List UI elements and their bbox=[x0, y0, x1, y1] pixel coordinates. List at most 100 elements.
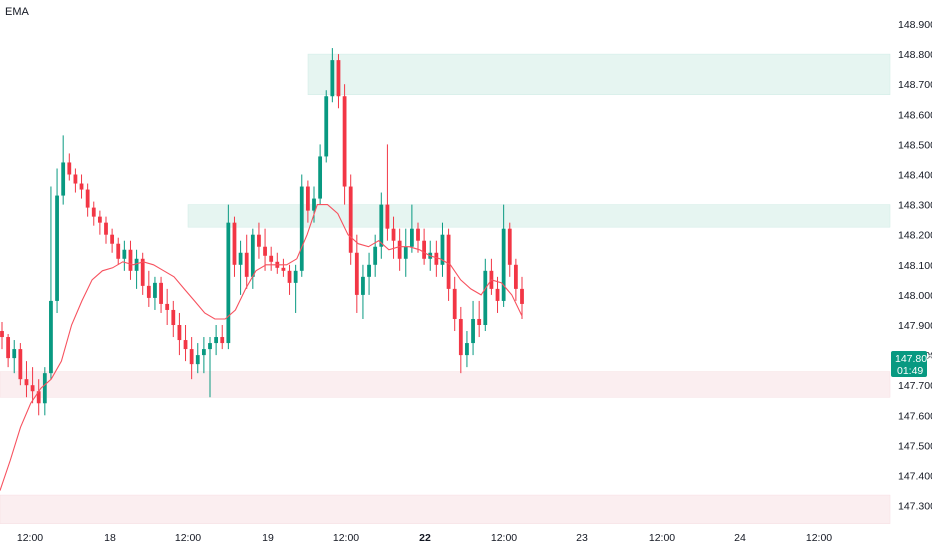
candle-body bbox=[79, 183, 84, 190]
time-tick-label: 12:00 bbox=[649, 532, 675, 544]
candle-body bbox=[501, 228, 506, 301]
time-tick-label: 12:00 bbox=[491, 532, 517, 544]
price-tick-label: 148.000 bbox=[898, 290, 932, 302]
demand-zone bbox=[307, 53, 891, 95]
price-tick-label: 147.900 bbox=[898, 320, 932, 332]
candle-body bbox=[257, 234, 261, 247]
price-tick-label: 148.800 bbox=[898, 49, 932, 61]
candle-body bbox=[385, 204, 390, 229]
candle-body bbox=[299, 186, 304, 271]
candle-body bbox=[85, 189, 90, 208]
candle-body bbox=[342, 96, 347, 187]
candle-body bbox=[165, 303, 170, 310]
wicks-layer bbox=[1, 48, 523, 416]
candle-body bbox=[379, 204, 384, 247]
candle-body bbox=[122, 249, 127, 259]
candle-body bbox=[293, 270, 298, 283]
candle-body bbox=[116, 243, 121, 259]
candle-body bbox=[452, 288, 457, 319]
supply-zone bbox=[0, 494, 891, 524]
candle-body bbox=[36, 391, 41, 404]
candle-body bbox=[189, 349, 194, 365]
candle-body bbox=[348, 186, 353, 253]
candle-body bbox=[42, 373, 47, 404]
price-tick-label: 147.300 bbox=[898, 501, 932, 513]
candle-body bbox=[416, 228, 420, 241]
price-tick-label: 148.400 bbox=[898, 170, 932, 182]
candle-body bbox=[434, 252, 439, 265]
bodies-layer bbox=[0, 60, 524, 404]
candle-body bbox=[220, 337, 225, 344]
candle-body bbox=[6, 337, 11, 359]
time-tick-label: 18 bbox=[104, 532, 116, 544]
candle-body bbox=[134, 258, 139, 271]
time-axis[interactable]: 12:00 18 12:00 19 12:00 22 12:00 23 12:00 24 12:00 bbox=[17, 532, 832, 544]
candle-body bbox=[458, 318, 463, 356]
price-tick-label: 148.500 bbox=[898, 139, 932, 151]
candle-body bbox=[312, 198, 316, 211]
candle-body bbox=[91, 207, 96, 217]
price-tick-label: 147.500 bbox=[898, 440, 932, 452]
time-tick-label: 12:00 bbox=[333, 532, 359, 544]
candle-body bbox=[226, 222, 231, 344]
candle-body bbox=[183, 340, 188, 350]
candle-body bbox=[513, 264, 518, 289]
current-price-badge-bg bbox=[891, 351, 927, 377]
candle-body bbox=[440, 234, 445, 265]
candle-body bbox=[159, 282, 163, 304]
candle-body bbox=[238, 252, 243, 265]
candle-body bbox=[336, 60, 341, 97]
ema-line bbox=[0, 204, 523, 491]
candle-body bbox=[244, 252, 249, 277]
price-tick-label: 148.700 bbox=[898, 79, 932, 91]
time-tick-label: 12:00 bbox=[175, 532, 201, 544]
candle-body bbox=[281, 267, 286, 271]
candle-body bbox=[30, 385, 35, 392]
price-tick-label: 148.200 bbox=[898, 230, 932, 242]
candle-body bbox=[73, 174, 78, 184]
candle-body bbox=[97, 216, 102, 223]
candle-body bbox=[49, 300, 53, 374]
candle-body bbox=[324, 96, 329, 157]
candle-body bbox=[214, 337, 219, 344]
candle-body bbox=[177, 325, 182, 341]
price-tick-label: 148.300 bbox=[898, 200, 932, 212]
price-axis[interactable]: 148.900 148.800 148.700 148.600 148.500 148.4… bbox=[898, 19, 932, 513]
candle-body bbox=[250, 234, 255, 277]
candle-body bbox=[104, 222, 108, 235]
price-tick-label: 148.600 bbox=[898, 109, 932, 121]
candle-body bbox=[269, 255, 274, 262]
candle-body bbox=[465, 343, 469, 356]
candle-body bbox=[140, 258, 145, 286]
candle-body bbox=[67, 162, 72, 175]
candle-body bbox=[171, 309, 176, 325]
candle-body bbox=[477, 318, 482, 325]
price-tick-label: 147.600 bbox=[898, 410, 932, 422]
time-tick-label: 22 bbox=[419, 532, 431, 544]
price-tick-label: 148.100 bbox=[898, 260, 932, 272]
candle-body bbox=[495, 288, 500, 301]
candle-body bbox=[354, 252, 359, 295]
candle-body bbox=[287, 270, 292, 283]
candle-body bbox=[18, 349, 23, 380]
candle-countdown: 01:49 bbox=[897, 365, 923, 377]
price-tick-label: 147.700 bbox=[898, 380, 932, 392]
candle-body bbox=[422, 240, 427, 259]
zones-layer bbox=[0, 53, 891, 524]
candle-body bbox=[373, 246, 378, 265]
candle-body bbox=[471, 318, 475, 344]
candle-body bbox=[232, 222, 237, 265]
supply-zone bbox=[0, 371, 891, 398]
candle-body bbox=[201, 349, 206, 356]
candle-body bbox=[403, 246, 408, 259]
candle-body bbox=[208, 343, 212, 350]
candle-body bbox=[110, 234, 115, 244]
candle-body bbox=[409, 228, 414, 247]
candle-body bbox=[128, 249, 133, 271]
indicator-label-ema[interactable]: EMA bbox=[5, 6, 29, 18]
candle-body bbox=[397, 240, 402, 259]
candle-body bbox=[153, 282, 157, 298]
demand-zone bbox=[187, 204, 891, 228]
time-tick-label: 19 bbox=[262, 532, 274, 544]
